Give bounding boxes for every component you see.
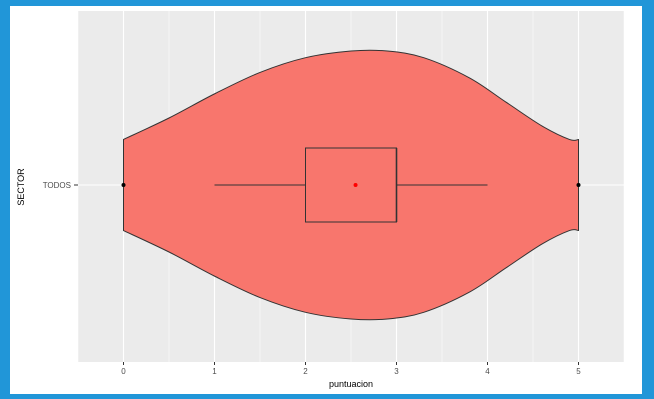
box-iqr [305,147,397,223]
x-tick-label: 2 [303,367,308,376]
x-tick-label: 3 [394,367,399,376]
y-axis-ticks: TODOS [43,181,78,190]
x-axis-title: puntuacion [329,379,373,389]
mean-point [353,183,358,187]
image-frame: 0 1 2 3 4 5 TODOS puntuacion SECTOR [10,6,642,394]
outlier-point [121,183,126,187]
x-tick-label: 0 [121,367,126,376]
boxplot [121,147,581,223]
y-tick-label: TODOS [43,181,71,190]
y-axis-title: SECTOR [16,168,26,206]
x-tick-label: 5 [576,367,581,376]
outlier-point [576,183,581,187]
violin-chart: 0 1 2 3 4 5 TODOS puntuacion SECTOR [16,11,625,389]
x-tick-label: 1 [212,367,217,376]
x-axis-ticks: 0 1 2 3 4 5 [121,362,581,376]
x-tick-label: 4 [485,367,490,376]
